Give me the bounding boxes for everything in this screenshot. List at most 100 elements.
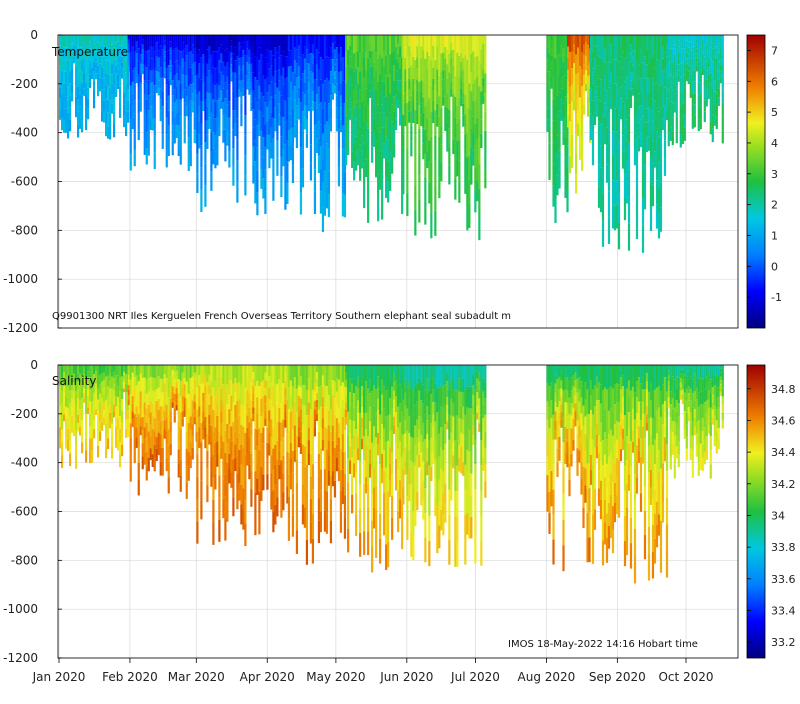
salinity-profile-cell [89,451,91,463]
temperature-profile-cell [101,78,103,89]
temperature-profile-cell [594,35,596,46]
salinity-profile-cell [111,377,113,389]
temperature-profile-cell [567,81,569,93]
salinity-profile-cell [604,432,606,454]
salinity-profile-cell [202,430,204,439]
salinity-profile-cell [606,439,608,464]
temperature-profile-cell [158,80,160,88]
salinity-profile-cell [236,437,238,455]
salinity-profile-cell [130,452,132,467]
temperature-profile-cell [158,35,160,43]
temperature-profile-cell [334,50,336,57]
temperature-profile-cell [164,40,166,45]
temperature-profile-cell [628,35,630,62]
temperature-profile-cell [342,80,344,103]
temperature-profile-cell [690,90,692,98]
salinity-profile-cell [375,486,377,510]
temperature-profile-cell [596,45,598,55]
temperature-profile-cell [442,70,444,79]
salinity-profile-cell [564,452,566,464]
salinity-profile-cell [93,365,95,374]
salinity-profile-cell [250,454,252,472]
salinity-profile-cell [399,442,401,461]
salinity-profile-cell [558,377,560,389]
temperature-profile-cell [134,101,136,117]
temperature-profile-cell [636,188,638,214]
temperature-profile-cell [202,44,204,53]
salinity-profile-cell [718,428,720,438]
temperature-profile-cell [198,35,200,49]
salinity-profile-cell [284,365,286,373]
salinity-profile-cell [550,471,552,489]
salinity-profile-cell [710,422,712,436]
temperature-profile-cell [214,85,216,102]
salinity-profile-cell [375,365,377,389]
temperature-profile-cell [371,99,373,115]
salinity-profile-cell [444,404,446,424]
salinity-profile-cell [584,382,586,399]
temperature-profile-cell [375,142,377,160]
salinity-profile-cell [125,365,127,374]
temperature-profile-cell [420,81,422,92]
salinity-profile-cell [414,486,416,506]
salinity-profile-cell [442,514,444,535]
salinity-profile-cell [680,395,682,399]
temperature-profile-cell [236,119,238,140]
salinity-profile-cell [134,439,136,451]
salinity-profile-cell [387,441,389,466]
salinity-profile-cell [222,442,224,461]
temperature-profile-cell [367,129,369,152]
salinity-profile-cell [204,417,206,427]
temperature-profile-cell [242,73,244,81]
temperature-profile-cell [334,79,336,86]
salinity-profile-cell [458,378,460,391]
salinity-profile-cell [208,405,210,415]
temperature-profile-cell [308,64,310,74]
salinity-profile-cell [574,411,576,419]
temperature-profile-cell [262,178,264,198]
salinity-profile-cell [578,377,580,389]
temperature-profile-cell [552,56,554,77]
salinity-profile-cell [450,484,452,501]
salinity-profile-cell [258,428,260,449]
salinity-profile-cell [250,383,252,401]
temperature-profile-cell [558,54,560,73]
salinity-profile-cell [620,377,622,389]
temperature-profile-cell [274,59,276,71]
salinity-profile-cell [172,381,174,386]
temperature-profile-cell [583,35,585,45]
temperature-profile-cell [684,88,686,101]
temperature-profile-cell [560,35,562,46]
temperature-profile-cell [680,134,682,148]
salinity-profile-cell [624,415,626,440]
temperature-profile-cell [585,49,587,56]
salinity-profile-cell [158,444,160,455]
salinity-profile-cell [310,477,312,499]
salinity-profile-cell [69,441,71,454]
temperature-profile-cell [406,148,408,171]
temperature-profile-cell [426,151,428,168]
salinity-profile-cell [646,406,648,414]
temperature-profile-cell [564,137,566,157]
temperature-profile-cell [581,69,583,86]
salinity-profile-cell [604,500,606,522]
temperature-profile-cell [379,112,381,131]
temperature-profile-cell [180,84,182,100]
temperature-profile-cell [402,174,404,194]
salinity-profile-cell [466,492,468,513]
temperature-profile-cell [260,170,262,189]
salinity-profile-cell [109,421,111,429]
temperature-profile-cell [242,35,244,43]
salinity-profile-cell [228,380,230,395]
temperature-profile-cell [166,151,168,168]
salinity-profile-cell [226,463,228,483]
salinity-profile-cell [258,513,260,534]
salinity-profile-cell [248,422,250,436]
salinity-profile-cell [616,458,618,477]
temperature-profile-cell [150,106,152,118]
temperature-profile-cell [248,80,250,87]
temperature-profile-cell [670,75,672,88]
salinity-profile-cell [670,365,672,378]
salinity-profile-cell [389,381,391,397]
temperature-profile-cell [440,35,442,53]
